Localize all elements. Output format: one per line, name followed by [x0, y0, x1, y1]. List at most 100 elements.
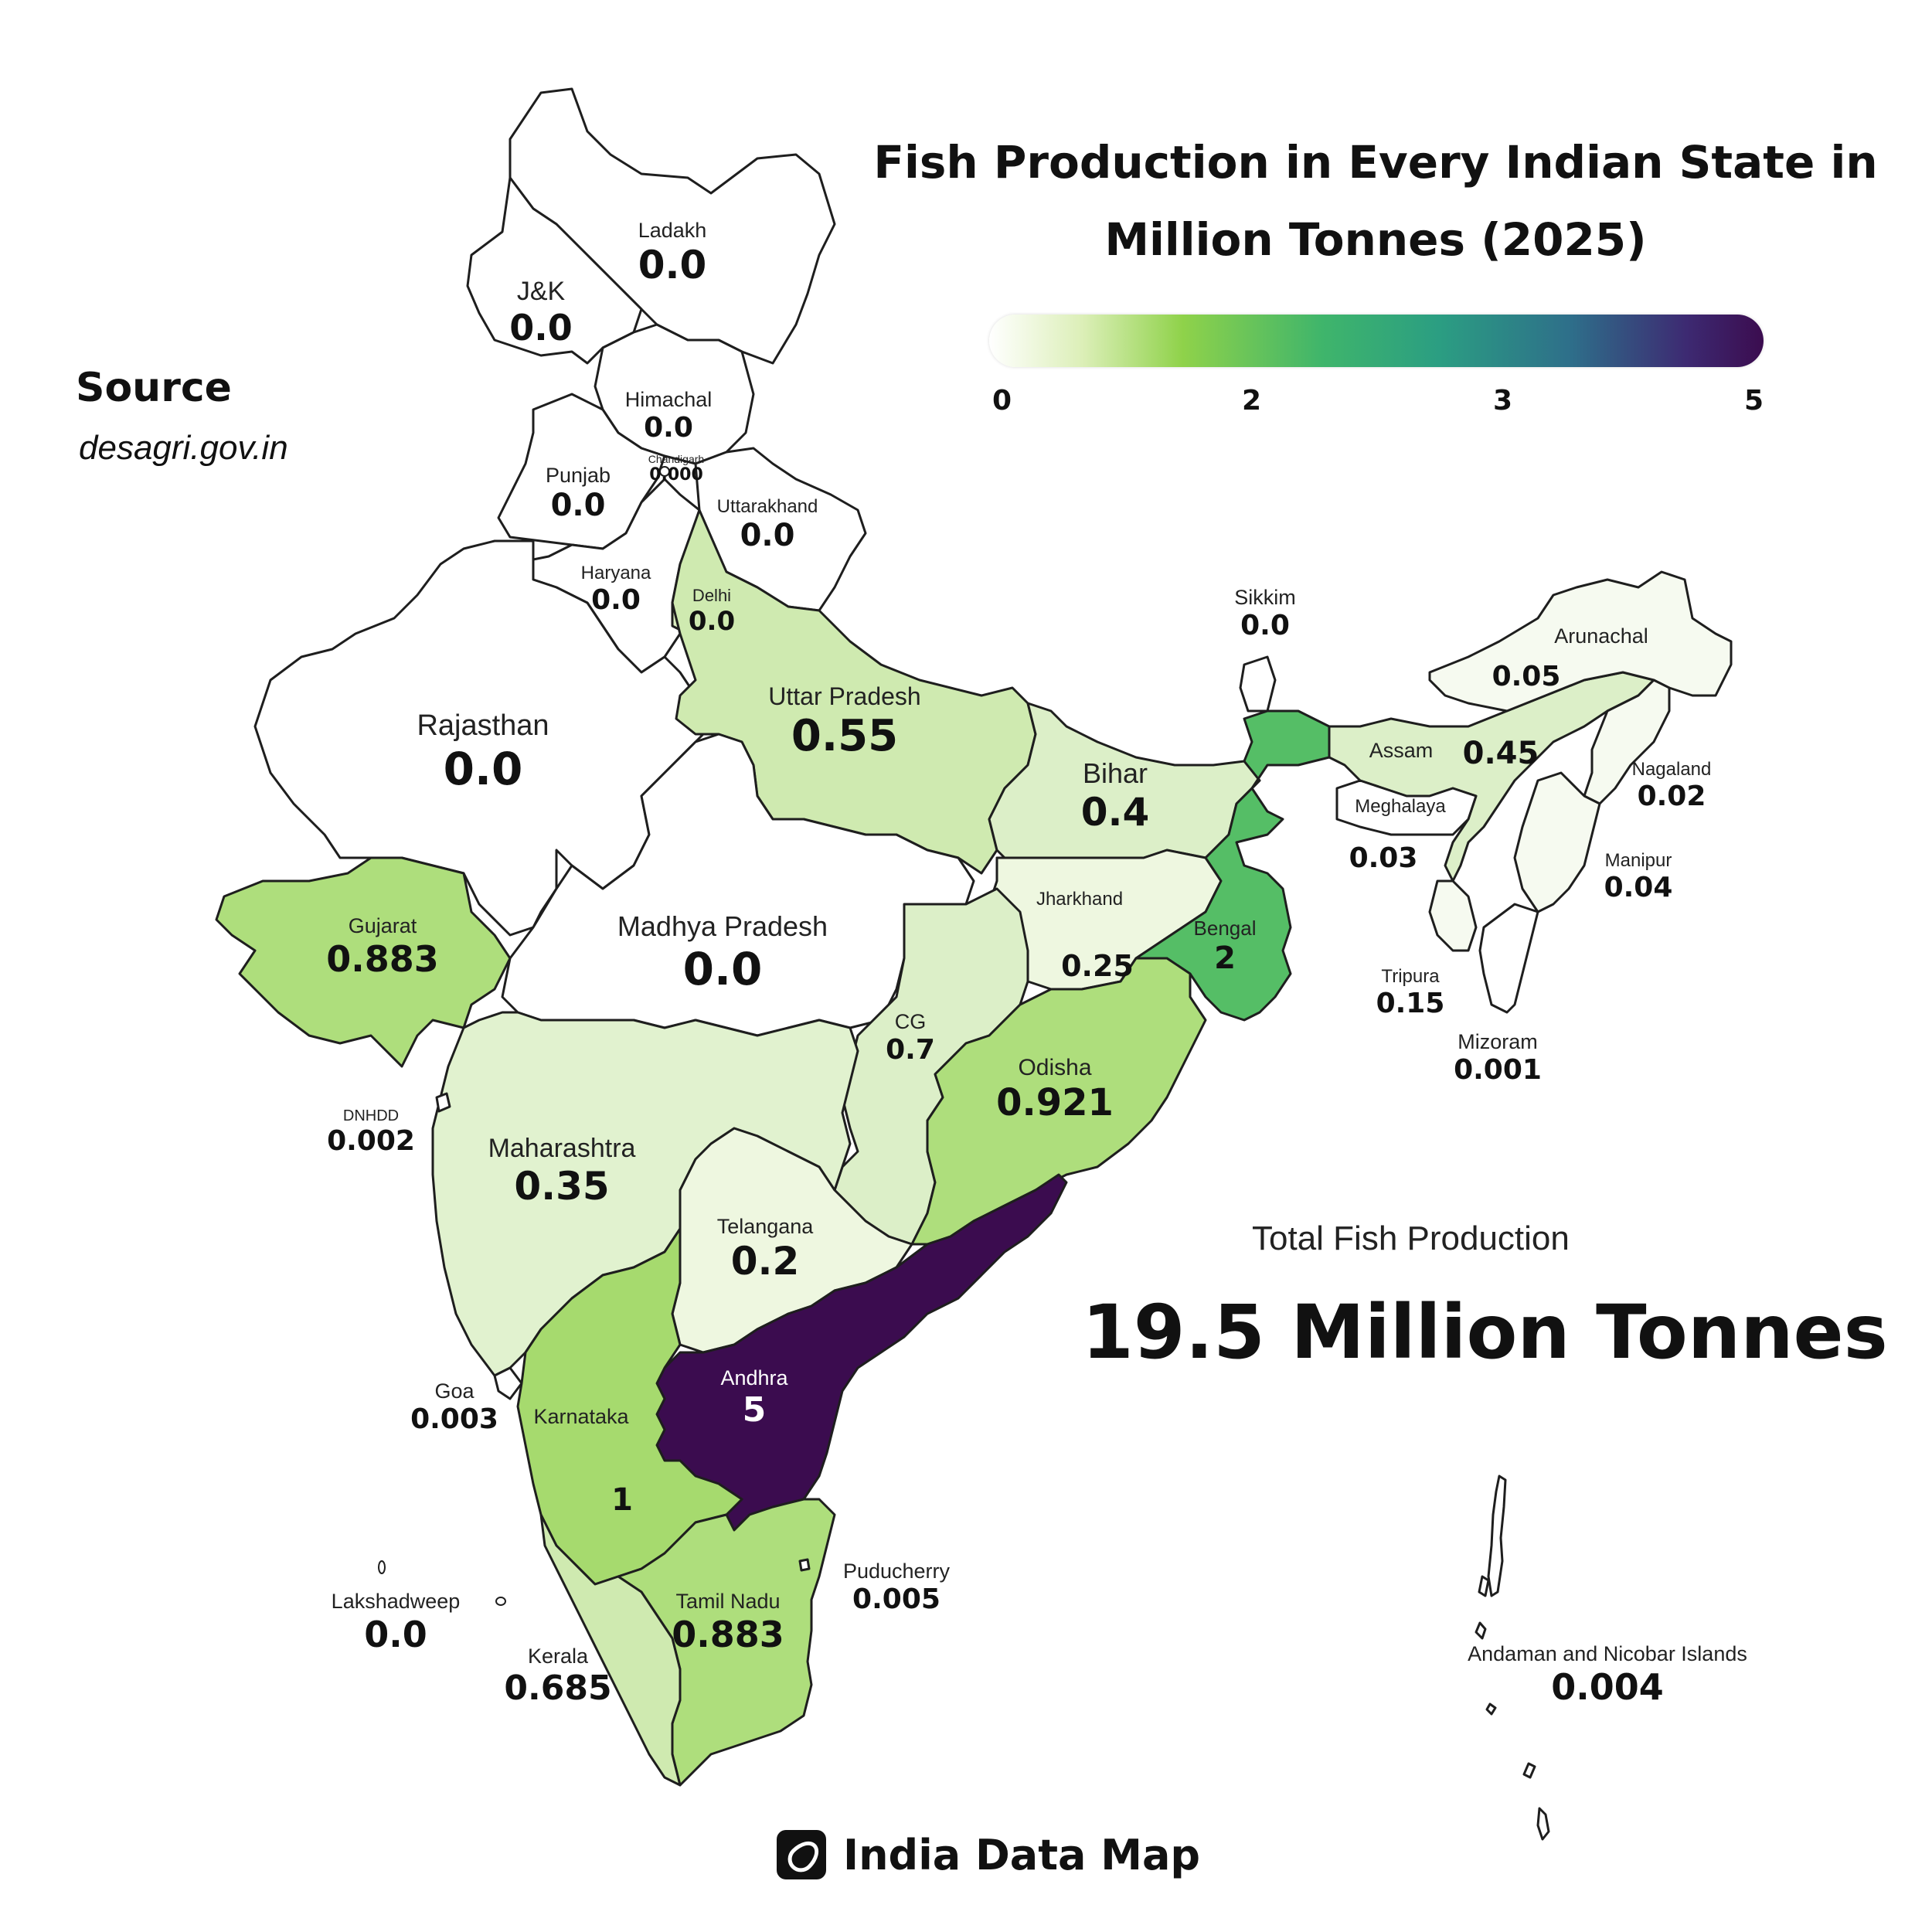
state-dnhdd[interactable] [435, 1092, 451, 1113]
label-odisha: Odisha 0.921 [996, 1055, 1114, 1124]
state-value: 0.883 [672, 1614, 784, 1655]
state-value: 0.002 [327, 1125, 415, 1157]
state-bengal[interactable] [1134, 709, 1331, 1022]
state-value: 0.25 [1061, 949, 1134, 983]
total-production-label: Total Fish Production [1252, 1219, 1570, 1257]
state-kerala[interactable] [539, 1513, 682, 1787]
state-value: 0.4 [1080, 790, 1150, 835]
label-tamilnadu: Tamil Nadu 0.883 [672, 1590, 784, 1655]
state-value: 0.883 [326, 938, 439, 980]
state-arunachal[interactable] [1428, 570, 1733, 713]
state-name: Andaman and Nicobar Islands [1468, 1642, 1747, 1665]
brand-footer: India Data Map [777, 1830, 1200, 1879]
state-meghalaya[interactable] [1335, 779, 1478, 836]
state-name: Assam [1369, 739, 1434, 762]
state-value: 0.005 [852, 1583, 940, 1615]
state-gujarat[interactable] [215, 856, 512, 1068]
state-name: Bihar [1082, 757, 1148, 789]
state-name: Uttarakhand [716, 496, 818, 517]
label-jharkhand: Jharkhand [1036, 889, 1123, 910]
value-assam: 0.45 [1463, 736, 1539, 771]
map-pin-icon [777, 1830, 826, 1879]
state-mizoram[interactable] [1478, 903, 1539, 1014]
state-name: Madhya Pradesh [617, 910, 828, 942]
state-name: Goa [434, 1379, 474, 1403]
state-value: 1 [611, 1482, 633, 1518]
color-scale-legend [989, 315, 1764, 367]
state-value: 0.35 [514, 1164, 610, 1209]
state-name: Kerala [527, 1645, 589, 1668]
state-rajasthan[interactable] [253, 539, 728, 937]
state-manipur[interactable] [1513, 771, 1601, 913]
state-value: 0.04 [1604, 872, 1673, 903]
state-goa[interactable] [493, 1366, 523, 1400]
label-bihar: Bihar 0.4 [1081, 757, 1150, 835]
state-value: 0.0 [688, 606, 736, 637]
state-name: Arunachal [1554, 624, 1648, 648]
label-mizoram: Mizoram 0.001 [1454, 1030, 1542, 1086]
state-value: 0.0 [644, 412, 693, 444]
source-label: Source [76, 365, 232, 411]
value-jharkhand: 0.25 [1061, 949, 1134, 983]
state-chandigarh[interactable] [659, 466, 670, 477]
label-tripura: Tripura 0.15 [1376, 966, 1445, 1019]
label-jk: J&K 0.0 [509, 277, 573, 349]
label-punjab: Punjab 0.0 [546, 464, 611, 523]
state-name: DNHDD [342, 1107, 400, 1124]
state-value: 0.000 [649, 465, 703, 485]
label-bengal: Bengal 2 [1194, 917, 1257, 976]
state-value: 0.001 [1454, 1054, 1542, 1086]
label-mp: Madhya Pradesh 0.0 [617, 910, 828, 995]
label-puducherry: Puducherry 0.005 [843, 1560, 950, 1615]
legend-tick-5: 5 [1744, 385, 1764, 417]
state-value: 0.03 [1349, 842, 1418, 874]
state-value: 0.0 [364, 1614, 427, 1655]
state-name: Gujarat [348, 914, 417, 937]
state-name: Chandigarh [648, 453, 705, 465]
state-name: Tripura [1381, 966, 1440, 987]
state-andaman[interactable] [1475, 1475, 1550, 1841]
label-manipur: Manipur 0.04 [1604, 850, 1673, 903]
state-name: Meghalaya [1355, 796, 1446, 817]
label-karnataka: Karnataka [533, 1405, 628, 1429]
label-arunachal: Arunachal [1554, 624, 1648, 648]
state-value: 0.0 [509, 307, 573, 349]
state-value: 0.0 [550, 488, 606, 523]
state-puducherry[interactable] [798, 1558, 811, 1572]
label-gujarat: Gujarat 0.883 [326, 914, 439, 980]
total-production-value: 19.5 Million Tonnes [1082, 1289, 1888, 1376]
value-karnataka: 1 [611, 1482, 633, 1518]
label-chandigarh: Chandigarh 0.000 [648, 453, 704, 485]
state-sikkim[interactable] [1239, 655, 1277, 713]
label-andhra: Andhra 5 [720, 1366, 787, 1430]
state-name: Sikkim [1234, 586, 1296, 609]
state-name: Rajasthan [417, 709, 549, 742]
state-lakshadweep[interactable] [378, 1560, 506, 1606]
state-tripura[interactable] [1428, 879, 1478, 952]
label-cg: CG 0.7 [886, 1010, 935, 1066]
label-telangana: Telangana 0.2 [717, 1215, 814, 1284]
state-value: 0.0 [682, 943, 763, 995]
legend-tick-2: 2 [1242, 385, 1262, 417]
state-name: Jharkhand [1036, 889, 1124, 910]
state-karnataka[interactable] [516, 1227, 743, 1586]
state-tamilnadu[interactable] [617, 1498, 836, 1787]
label-haryana: Haryana 0.0 [581, 563, 651, 616]
state-name: Telangana [716, 1215, 814, 1238]
state-name: Manipur [1604, 850, 1672, 871]
source-value: desagri.gov.in [79, 429, 288, 467]
label-goa: Goa 0.003 [410, 1379, 498, 1435]
label-delhi: Delhi 0.0 [689, 586, 735, 637]
state-value: 0.55 [791, 711, 899, 761]
state-name: CG [894, 1010, 927, 1033]
state-nagaland[interactable] [1583, 679, 1671, 805]
state-value: 0.15 [1376, 988, 1445, 1019]
label-kerala: Kerala 0.685 [504, 1645, 611, 1708]
legend-tick-3: 3 [1493, 385, 1513, 417]
state-value: 5 [742, 1390, 767, 1430]
state-value: 0.003 [410, 1403, 498, 1435]
state-value: 0.2 [730, 1239, 800, 1284]
state-value: 2 [1214, 940, 1236, 976]
state-name: Bengal [1193, 917, 1257, 940]
